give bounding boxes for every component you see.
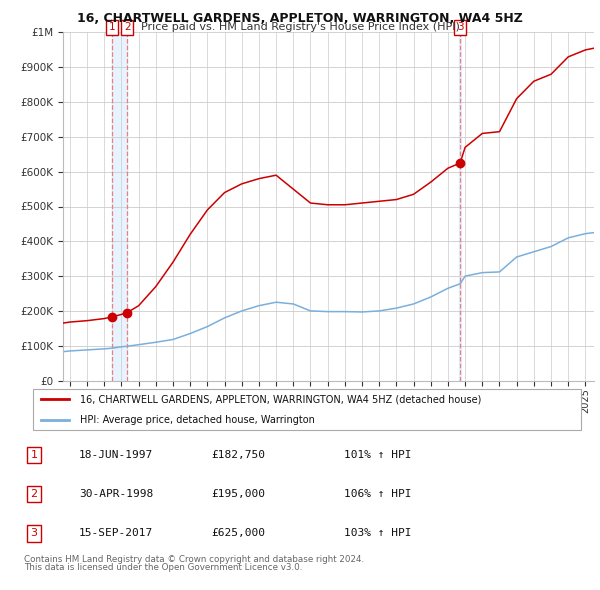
- Text: £182,750: £182,750: [212, 450, 266, 460]
- Text: 3: 3: [457, 22, 463, 32]
- Text: 2: 2: [31, 489, 37, 499]
- Text: 103% ↑ HPI: 103% ↑ HPI: [344, 528, 412, 538]
- FancyBboxPatch shape: [33, 389, 581, 430]
- Bar: [459, 32, 461, 381]
- Text: 16, CHARTWELL GARDENS, APPLETON, WARRINGTON, WA4 5HZ: 16, CHARTWELL GARDENS, APPLETON, WARRING…: [77, 12, 523, 25]
- Text: £625,000: £625,000: [212, 528, 266, 538]
- Text: 2: 2: [124, 22, 130, 32]
- Text: 15-SEP-2017: 15-SEP-2017: [79, 528, 154, 538]
- Text: 16, CHARTWELL GARDENS, APPLETON, WARRINGTON, WA4 5HZ (detached house): 16, CHARTWELL GARDENS, APPLETON, WARRING…: [80, 394, 481, 404]
- Text: HPI: Average price, detached house, Warrington: HPI: Average price, detached house, Warr…: [80, 415, 315, 425]
- Text: 3: 3: [31, 528, 37, 538]
- Text: 18-JUN-1997: 18-JUN-1997: [79, 450, 154, 460]
- Text: 30-APR-1998: 30-APR-1998: [79, 489, 154, 499]
- Text: Price paid vs. HM Land Registry's House Price Index (HPI): Price paid vs. HM Land Registry's House …: [140, 22, 460, 32]
- Text: 1: 1: [31, 450, 37, 460]
- Text: 101% ↑ HPI: 101% ↑ HPI: [344, 450, 412, 460]
- Text: This data is licensed under the Open Government Licence v3.0.: This data is licensed under the Open Gov…: [24, 563, 302, 572]
- Text: 106% ↑ HPI: 106% ↑ HPI: [344, 489, 412, 499]
- Text: Contains HM Land Registry data © Crown copyright and database right 2024.: Contains HM Land Registry data © Crown c…: [24, 555, 364, 563]
- Text: 1: 1: [109, 22, 115, 32]
- Bar: [112, 32, 127, 381]
- Text: £195,000: £195,000: [212, 489, 266, 499]
